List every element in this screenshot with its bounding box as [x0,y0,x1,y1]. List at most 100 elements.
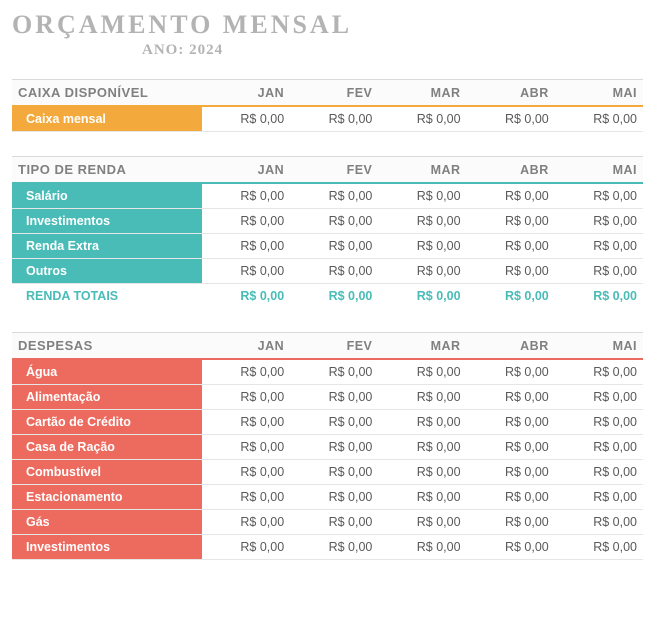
month-header: MAI [555,80,643,107]
value-cell[interactable]: R$ 0,00 [202,234,290,259]
value-cell[interactable]: R$ 0,00 [290,359,378,385]
value-cell[interactable]: R$ 0,00 [378,510,466,535]
value-cell[interactable]: R$ 0,00 [378,385,466,410]
value-cell[interactable]: R$ 0,00 [202,385,290,410]
value-cell[interactable]: R$ 0,00 [555,183,643,209]
value-cell[interactable]: R$ 0,00 [467,385,555,410]
month-header: ABR [467,333,555,360]
row-label: Salário [12,183,202,209]
section-header-label: TIPO DE RENDA [12,157,202,184]
value-cell[interactable]: R$ 0,00 [202,183,290,209]
month-header: MAR [378,157,466,184]
value-cell[interactable]: R$ 0,00 [202,410,290,435]
value-cell[interactable]: R$ 0,00 [202,106,290,132]
month-header: MAR [378,80,466,107]
month-header: FEV [290,80,378,107]
value-cell[interactable]: R$ 0,00 [202,435,290,460]
value-cell[interactable]: R$ 0,00 [378,535,466,560]
value-cell[interactable]: R$ 0,00 [467,535,555,560]
row-label: Investimentos [12,209,202,234]
row-label: Alimentação [12,385,202,410]
value-cell[interactable]: R$ 0,00 [378,485,466,510]
table-renda: TIPO DE RENDAJANFEVMARABRMAISalárioR$ 0,… [12,156,643,308]
row-label: Estacionamento [12,485,202,510]
value-cell[interactable]: R$ 0,00 [555,410,643,435]
value-cell[interactable]: R$ 0,00 [467,435,555,460]
row-label: Investimentos [12,535,202,560]
value-cell[interactable]: R$ 0,00 [378,435,466,460]
value-cell[interactable]: R$ 0,00 [378,359,466,385]
month-header: MAR [378,333,466,360]
row-label: Água [12,359,202,385]
value-cell[interactable]: R$ 0,00 [555,485,643,510]
value-cell[interactable]: R$ 0,00 [467,485,555,510]
table-row: Caixa mensalR$ 0,00R$ 0,00R$ 0,00R$ 0,00… [12,106,643,132]
table-despesas: DESPESASJANFEVMARABRMAIÁguaR$ 0,00R$ 0,0… [12,332,643,560]
value-cell[interactable]: R$ 0,00 [202,259,290,284]
value-cell[interactable]: R$ 0,00 [202,460,290,485]
row-label: Casa de Ração [12,435,202,460]
value-cell[interactable]: R$ 0,00 [290,183,378,209]
value-cell[interactable]: R$ 0,00 [290,460,378,485]
value-cell[interactable]: R$ 0,00 [290,234,378,259]
value-cell[interactable]: R$ 0,00 [555,435,643,460]
value-cell[interactable]: R$ 0,00 [467,106,555,132]
value-cell[interactable]: R$ 0,00 [290,510,378,535]
value-cell[interactable]: R$ 0,00 [467,359,555,385]
totals-cell: R$ 0,00 [290,284,378,309]
value-cell[interactable]: R$ 0,00 [555,510,643,535]
value-cell[interactable]: R$ 0,00 [467,234,555,259]
row-label: Cartão de Crédito [12,410,202,435]
value-cell[interactable]: R$ 0,00 [290,259,378,284]
value-cell[interactable]: R$ 0,00 [378,460,466,485]
totals-cell: R$ 0,00 [555,284,643,309]
value-cell[interactable]: R$ 0,00 [378,183,466,209]
value-cell[interactable]: R$ 0,00 [467,510,555,535]
value-cell[interactable]: R$ 0,00 [202,209,290,234]
value-cell[interactable]: R$ 0,00 [467,209,555,234]
table-row: ÁguaR$ 0,00R$ 0,00R$ 0,00R$ 0,00R$ 0,00 [12,359,643,385]
value-cell[interactable]: R$ 0,00 [467,410,555,435]
value-cell[interactable]: R$ 0,00 [202,510,290,535]
value-cell[interactable]: R$ 0,00 [378,106,466,132]
table-row: Casa de RaçãoR$ 0,00R$ 0,00R$ 0,00R$ 0,0… [12,435,643,460]
value-cell[interactable]: R$ 0,00 [378,410,466,435]
value-cell[interactable]: R$ 0,00 [555,359,643,385]
page-subtitle: ANO: 2024 [142,42,643,59]
month-header: FEV [290,157,378,184]
value-cell[interactable]: R$ 0,00 [290,485,378,510]
value-cell[interactable]: R$ 0,00 [202,485,290,510]
value-cell[interactable]: R$ 0,00 [467,183,555,209]
value-cell[interactable]: R$ 0,00 [555,209,643,234]
value-cell[interactable]: R$ 0,00 [202,535,290,560]
value-cell[interactable]: R$ 0,00 [290,385,378,410]
value-cell[interactable]: R$ 0,00 [467,259,555,284]
table-row: EstacionamentoR$ 0,00R$ 0,00R$ 0,00R$ 0,… [12,485,643,510]
table-row: OutrosR$ 0,00R$ 0,00R$ 0,00R$ 0,00R$ 0,0… [12,259,643,284]
value-cell[interactable]: R$ 0,00 [555,385,643,410]
row-label: Outros [12,259,202,284]
value-cell[interactable]: R$ 0,00 [378,259,466,284]
month-header: ABR [467,80,555,107]
value-cell[interactable]: R$ 0,00 [290,435,378,460]
value-cell[interactable]: R$ 0,00 [290,106,378,132]
section-header-label: DESPESAS [12,333,202,360]
value-cell[interactable]: R$ 0,00 [378,234,466,259]
row-label: Caixa mensal [12,106,202,132]
value-cell[interactable]: R$ 0,00 [555,460,643,485]
section-caixa: CAIXA DISPONÍVELJANFEVMARABRMAICaixa men… [12,79,643,132]
value-cell[interactable]: R$ 0,00 [555,535,643,560]
value-cell[interactable]: R$ 0,00 [202,359,290,385]
month-header: MAI [555,333,643,360]
value-cell[interactable]: R$ 0,00 [290,535,378,560]
value-cell[interactable]: R$ 0,00 [290,410,378,435]
value-cell[interactable]: R$ 0,00 [378,209,466,234]
value-cell[interactable]: R$ 0,00 [555,106,643,132]
month-header: JAN [202,333,290,360]
value-cell[interactable]: R$ 0,00 [555,234,643,259]
value-cell[interactable]: R$ 0,00 [290,209,378,234]
value-cell[interactable]: R$ 0,00 [555,259,643,284]
value-cell[interactable]: R$ 0,00 [467,460,555,485]
section-header-label: CAIXA DISPONÍVEL [12,80,202,107]
month-header: FEV [290,333,378,360]
